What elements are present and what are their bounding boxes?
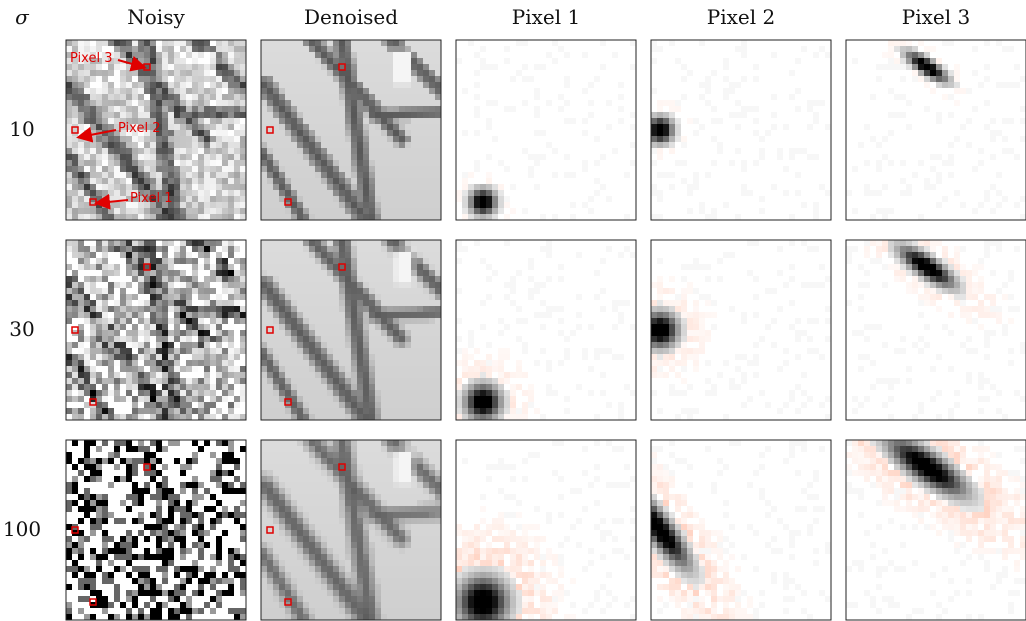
marker-pixel-2-noisy-sigma-30: [71, 326, 79, 334]
callout-pixel-1-arrow: [94, 193, 129, 210]
panel-denoised-sigma-30: [260, 239, 442, 421]
panel-pixel-1-sigma-30: [455, 239, 637, 421]
marker-pixel-2-denoised-sigma-100: [266, 526, 274, 534]
panel-pixel-3-sigma-100: [845, 439, 1026, 621]
panel-pixel-2-sigma-100: [650, 439, 832, 621]
marker-pixel-3-noisy-sigma-30: [143, 263, 151, 271]
marker-pixel-3-denoised-sigma-30: [338, 263, 346, 271]
marker-pixel-1-denoised-sigma-30: [284, 398, 292, 406]
col-header-pixel-3: Pixel 3: [902, 5, 970, 29]
panel-pixel-1-sigma-100: [455, 439, 637, 621]
marker-pixel-2-denoised-sigma-10: [266, 126, 274, 134]
marker-pixel-1-noisy-sigma-30: [89, 398, 97, 406]
callout-pixel-2-label: Pixel 2: [118, 121, 160, 136]
panel-denoised-sigma-10: [260, 39, 442, 221]
marker-pixel-3-denoised-sigma-100: [338, 463, 346, 471]
row-label-sigma-30: 30: [9, 317, 34, 341]
col-header-pixel-2: Pixel 2: [707, 5, 775, 29]
panel-pixel-3-sigma-30: [845, 239, 1026, 421]
col-header-noisy: Noisy: [127, 5, 185, 29]
marker-pixel-1-denoised-sigma-10: [284, 198, 292, 206]
panel-pixel-2-sigma-30: [650, 239, 832, 421]
marker-pixel-3-denoised-sigma-10: [338, 63, 346, 71]
marker-pixel-1-noisy-sigma-100: [89, 598, 97, 606]
panel-noisy-sigma-30: [65, 239, 247, 421]
callout-pixel-3-arrow: [117, 56, 147, 72]
panel-noisy-sigma-10: [65, 39, 247, 221]
callout-pixel-1: Pixel 1: [94, 191, 172, 210]
panel-pixel-3-sigma-10: [845, 39, 1026, 221]
sigma-label: σ: [15, 5, 30, 29]
callout-pixel-2: Pixel 2: [76, 121, 160, 143]
row-label-sigma-10: 10: [9, 117, 34, 141]
panel-noisy-sigma-100: [65, 439, 247, 621]
marker-pixel-2-denoised-sigma-30: [266, 326, 274, 334]
callout-pixel-1-label: Pixel 1: [130, 191, 172, 206]
callout-pixel-3: Pixel 3: [70, 51, 147, 72]
panel-denoised-sigma-100: [260, 439, 442, 621]
panel-pixel-2-sigma-10: [650, 39, 832, 221]
marker-pixel-2-noisy-sigma-100: [71, 526, 79, 534]
callout-pixel-2-arrow: [76, 126, 117, 143]
panel-pixel-1-sigma-10: [455, 39, 637, 221]
callout-pixel-3-label: Pixel 3: [70, 51, 112, 66]
marker-pixel-1-denoised-sigma-100: [284, 598, 292, 606]
col-header-denoised: Denoised: [304, 5, 398, 29]
col-header-pixel-1: Pixel 1: [512, 5, 580, 29]
marker-pixel-3-noisy-sigma-100: [143, 463, 151, 471]
row-label-sigma-100: 100: [3, 517, 41, 541]
